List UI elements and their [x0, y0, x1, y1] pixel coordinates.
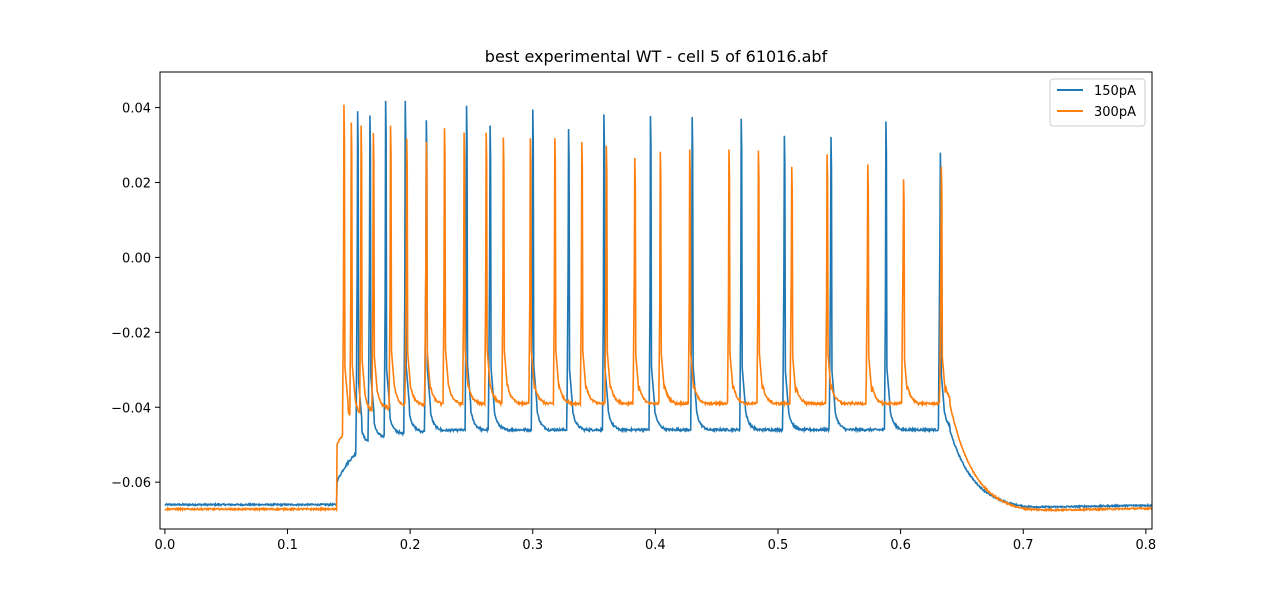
x-tick-label: 0.2	[400, 538, 421, 553]
chart-title: best experimental WT - cell 5 of 61016.a…	[485, 47, 828, 66]
legend-label-300pA: 300pA	[1094, 105, 1136, 120]
plot-frame	[159, 71, 1153, 530]
series-line-150pA	[164, 100, 1152, 510]
legend: 150pA 300pA	[1049, 78, 1146, 127]
x-tick-label: 0.5	[768, 538, 789, 553]
x-tick-label: 0.1	[277, 538, 298, 553]
y-tick-label: −0.02	[111, 326, 151, 341]
legend-label-150pA: 150pA	[1094, 84, 1136, 99]
x-axis: 0.0 0.1 0.2 0.3 0.4 0.5 0.6 0.7 0.8	[155, 529, 1157, 553]
plot-lines	[164, 100, 1152, 513]
x-tick-label: 0.3	[522, 538, 543, 553]
x-tick-label: 0.4	[645, 538, 666, 553]
x-tick-label: 0.8	[1136, 538, 1157, 553]
y-tick-label: 0.02	[122, 177, 151, 192]
y-axis: −0.06 −0.04 −0.02 0.00 0.02 0.04	[111, 102, 160, 491]
x-tick-label: 0.6	[890, 538, 911, 553]
y-tick-label: −0.04	[111, 401, 151, 416]
x-tick-label: 0.0	[155, 538, 176, 553]
x-tick-label: 0.7	[1013, 538, 1034, 553]
y-tick-label: 0.00	[122, 251, 151, 266]
series-line-300pA	[164, 104, 1152, 513]
y-tick-label: −0.06	[111, 476, 151, 491]
y-tick-label: 0.04	[122, 102, 151, 117]
